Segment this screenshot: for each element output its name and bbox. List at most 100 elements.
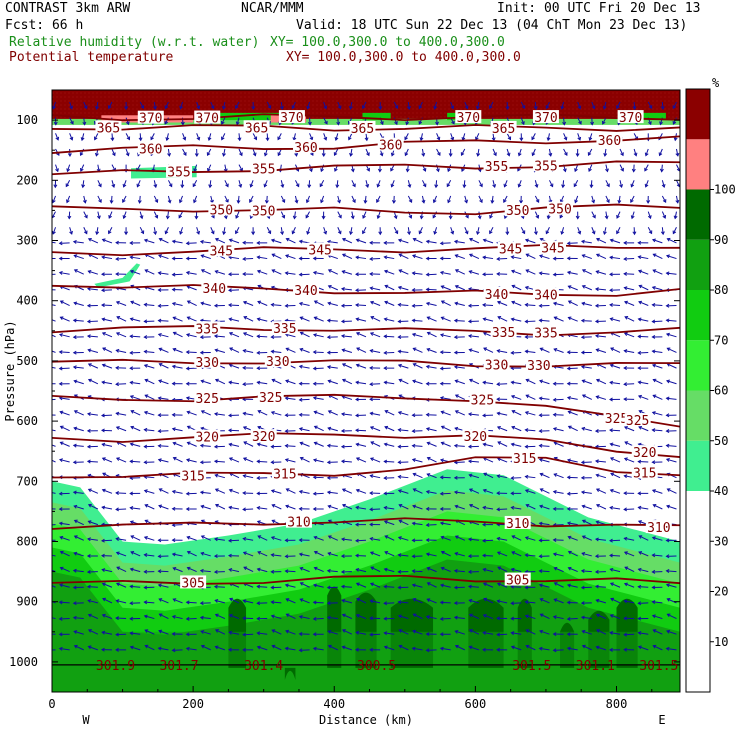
wind-vector-head [648,121,652,126]
wind-vector [83,117,86,125]
wind-vector-head [468,629,473,633]
wind-vector [511,395,522,400]
wind-vector [186,647,197,651]
wind-vector [337,117,339,125]
wind-vector-head [503,215,508,220]
wind-vector [406,117,409,125]
wind-vector-head [521,230,526,235]
contour-label: 315 [513,452,536,467]
wind-vector-head [326,460,331,465]
wind-vector [568,567,578,573]
wind-vector-head [46,632,49,635]
wind-vector-head [454,629,459,634]
wind-vector-head [213,444,218,449]
wind-vector-head [496,411,501,416]
wind-vector-head [52,230,56,235]
wind-vector-head [171,538,176,543]
wind-vector-head [553,473,558,477]
wind-vector-head [533,231,538,236]
wind-vector [94,133,99,140]
wind-vector-head [533,106,538,110]
wind-vector-head [467,319,472,324]
wind-vector-head [425,648,430,653]
wind-vector-head [210,230,215,235]
wind-vector-head [69,136,74,141]
wind-vector [659,148,663,156]
wind-vector-head [157,396,162,401]
wind-vector-head [651,489,656,493]
wind-vector-head [425,364,430,369]
wind-vector [172,302,183,307]
wind-vector-head [595,334,599,338]
wind-vector-head [369,349,374,353]
wind-vector-head [143,489,148,494]
wind-vector-head [157,554,162,559]
contour-label-bg [539,240,566,254]
wind-vector-head [553,582,558,586]
wind-vector-head [58,270,63,275]
wind-vector-head [637,394,642,399]
wind-vector-head [439,521,444,526]
wind-vector-head [439,270,444,275]
wind-vector [201,269,211,275]
wind-vector-head [454,410,459,414]
wind-vector-head [164,120,169,125]
wind-vector-head [383,491,388,496]
x-tick-label: 200 [182,697,204,711]
wind-vector [511,443,522,447]
wind-vector-head [524,553,529,558]
wind-vector [243,600,254,604]
wind-vector-head [468,645,473,650]
wind-vector-head [323,230,328,235]
wind-vector-head [214,378,219,383]
wind-vector-head [236,199,241,204]
contour-label: 370 [534,111,557,126]
wind-vector [83,211,88,219]
wind-vector [602,117,607,125]
wind-vector-head [139,215,144,220]
wind-vector-head [341,629,346,633]
wind-vector [427,473,437,479]
wind-vector [554,348,564,353]
wind-vector-head [552,552,557,557]
wind-vector-head [46,398,49,401]
wind-vector [252,148,256,156]
wind-vector-head [580,460,585,465]
wind-vector-head [214,473,219,478]
wind-vector-head [552,632,557,637]
wind-vector-head [178,199,183,204]
wind-vector-head [616,230,620,235]
wind-vector-head [171,631,176,636]
wind-vector-head [376,215,381,220]
wind-vector-head [341,503,346,508]
wind-vector-head [609,631,614,635]
wind-vector-head [425,538,430,543]
wind-vector-head [405,168,410,173]
wind-vector [568,300,578,306]
field1-xy: XY= 100.0,300.0 to 400.0,300.0 [270,35,505,50]
wind-vector-head [69,230,73,235]
wind-vector-head [143,349,148,354]
wind-vector [327,491,338,494]
wind-vector-head [101,647,105,652]
wind-vector-head [143,238,148,243]
wind-vector-head [496,474,501,479]
wind-vector-head [397,536,402,540]
wind-vector-head [143,319,148,324]
wind-vector-head [264,200,269,204]
wind-vector-head [587,152,592,157]
wind-vector-head [567,316,572,321]
wind-vector-head [129,269,134,274]
wind-vector-head [213,459,218,464]
wind-vector [469,614,480,620]
wind-vector-head [199,239,204,244]
wind-vector-head [270,460,275,465]
wind-vector-head [115,632,119,637]
x-end-label-west: W [82,713,90,727]
wind-vector-head [539,629,544,634]
wind-vector-head [115,616,119,621]
wind-vector [257,381,268,385]
wind-vector-head [623,300,628,305]
wind-vector-head [538,443,543,448]
wind-vector-head [461,168,465,172]
